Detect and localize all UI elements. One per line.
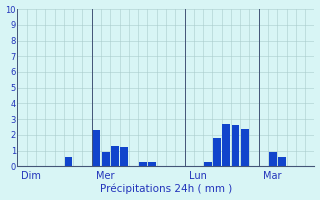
Bar <box>102 152 109 166</box>
Bar <box>278 157 286 166</box>
Bar <box>204 162 212 166</box>
Bar <box>139 162 147 166</box>
Bar <box>269 152 276 166</box>
Bar <box>241 129 249 166</box>
Bar <box>213 138 221 166</box>
Bar <box>92 130 100 166</box>
Bar <box>120 147 128 166</box>
Bar <box>111 146 119 166</box>
Bar <box>232 125 239 166</box>
X-axis label: Précipitations 24h ( mm ): Précipitations 24h ( mm ) <box>100 184 232 194</box>
Bar <box>222 124 230 166</box>
Bar <box>148 162 156 166</box>
Bar <box>65 157 72 166</box>
